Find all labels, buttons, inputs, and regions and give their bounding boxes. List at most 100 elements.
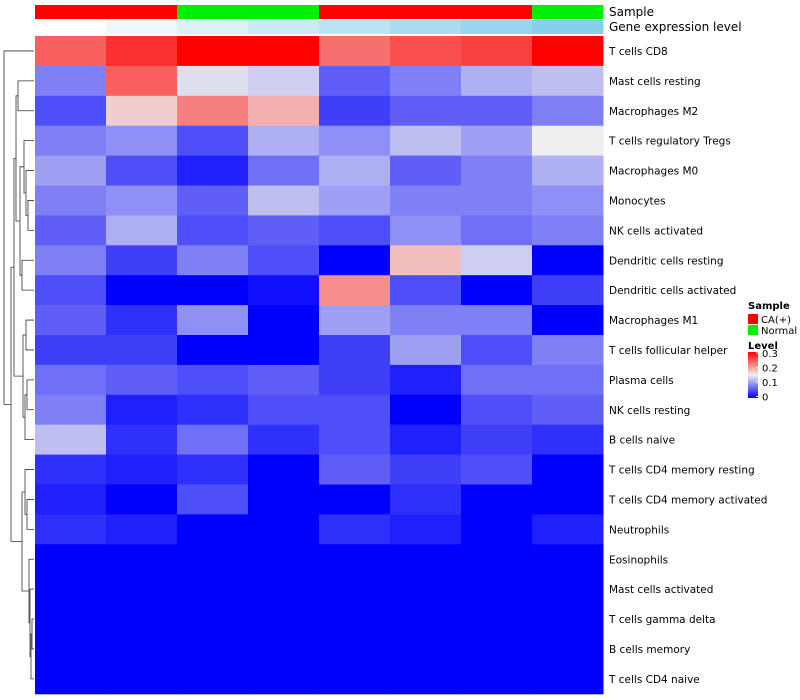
heatmap-cell [390,335,462,366]
dendrogram-branch [30,633,34,680]
row-label: Plasma cells [609,375,674,387]
heatmap-cell [461,574,533,605]
heatmap-cell [106,364,178,396]
row-label: Monocytes [609,195,666,207]
heatmap-cell [35,335,107,366]
heatmap-cell [248,305,320,336]
heatmap-cell [532,335,604,366]
heatmap-cell [461,454,533,485]
heatmap-cell [532,544,604,575]
heatmap-cell [532,215,604,246]
heatmap-cell [390,155,462,186]
heatmap-cell [461,335,533,366]
heatmap-cell [106,245,178,276]
expression-annotation-cell [461,20,533,34]
heatmap-cell [106,335,178,366]
sample-annotation-cell [390,5,462,19]
heatmap-cell [532,245,604,276]
heatmap-cell [248,275,320,306]
row-label: Dendritic cells resting [609,255,724,267]
heatmap-cell [35,65,107,97]
heatmap-cell [461,185,533,216]
dendrogram-branch [22,334,26,418]
heatmap-cell [319,185,391,216]
heatmap-cell [461,484,533,515]
level-legend-tick: 0 [762,393,768,404]
heatmap-cell [248,663,320,695]
row-label: T cells follicular helper [608,345,728,357]
heatmap-cell [106,95,178,127]
sample-annotation-cell [248,5,320,19]
heatmap-cell [532,514,604,545]
heatmap-cell [532,394,604,426]
row-label: Dendritic cells activated [609,285,736,297]
dendrogram-branch [10,266,22,542]
expression-annotation-cell [35,20,107,34]
heatmap-cell [35,95,107,127]
row-label: T cells CD8 [608,46,668,58]
heatmap-cell [35,604,107,635]
heatmap-cell [248,424,320,456]
row-label: T cells gamma delta [608,614,716,626]
heatmap-cell [461,155,533,186]
heatmap-cell [390,125,462,157]
heatmap-cell [248,95,320,127]
heatmap-cell [248,215,320,246]
heatmap-cell [106,65,178,97]
heatmap-cell [532,604,604,635]
heatmap-cell [35,663,107,695]
dendrogram-branch [21,259,34,291]
heatmap-cell [390,36,462,67]
heatmap-cell [35,514,107,545]
heatmap-cell [248,544,320,575]
heatmap-cell [319,424,391,456]
dendrogram-branch [3,50,34,405]
row-label: B cells naive [609,435,675,447]
heatmap-cell [35,36,107,67]
level-legend-title: Level [748,341,778,352]
heatmap-cell [35,544,107,575]
heatmap-cell [532,424,604,456]
heatmap-cell [106,36,178,67]
row-label: Neutrophils [609,524,669,536]
heatmap-cell [532,305,604,336]
heatmap-cell [248,604,320,635]
heatmap-cell [248,65,320,97]
dendrogram-branch [15,95,20,222]
heatmap-cell [390,514,462,545]
expression-annotation-cell [532,20,604,34]
heatmap-cell [390,245,462,276]
heatmap-cell [319,335,391,366]
dendrogram-branch [24,469,34,515]
heatmap-cell [248,454,320,485]
heatmap-cell [177,394,249,426]
heatmap-cell [461,604,533,635]
row-label: Macrophages M0 [609,166,698,178]
heatmap-cell [461,663,533,695]
row-labels: T cells CD8 Mast cells resting Macrophages… [608,46,767,686]
heatmap-cell [461,275,533,306]
heatmap-cell [319,364,391,396]
row-label: Mast cells activated [609,584,713,596]
sample-legend-label: CA(+) [761,315,791,326]
heatmap-cell [35,574,107,605]
sample-annotation-cell [106,5,178,19]
expression-annotation-cell [248,20,320,34]
dendrogram-branch [19,166,24,276]
heatmap-cell [35,454,107,485]
row-label: Macrophages M1 [609,315,698,327]
heatmap-cell [35,185,107,216]
heatmap-cell [106,663,178,695]
heatmap-cell [461,305,533,336]
sample-legend-label: Normal [761,326,797,337]
heatmap-cell [319,95,391,127]
heatmap-cell [319,275,391,306]
heatmap-cell [532,275,604,306]
heatmap-cell [177,215,249,246]
heatmap-cell [319,394,391,426]
heatmap-cell [177,574,249,605]
expression-annotation-cell [106,20,178,34]
level-legend-colorbar [748,352,758,398]
